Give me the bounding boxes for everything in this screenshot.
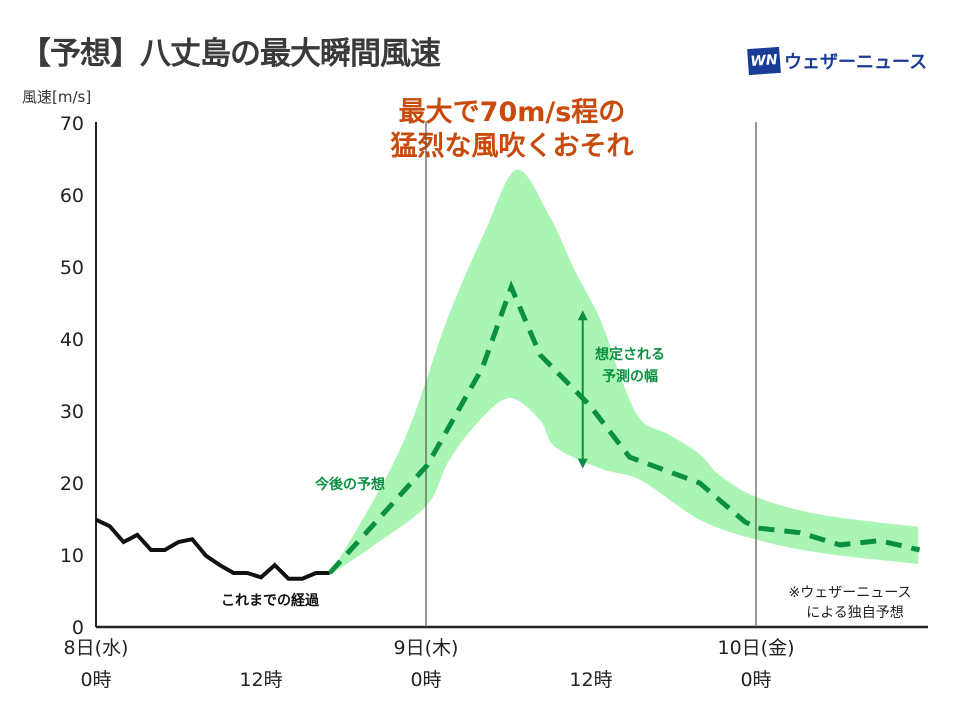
- brand-logo: WN ウェザーニュース: [747, 46, 928, 76]
- note-line-1: ※ウェザーニュース: [788, 585, 911, 601]
- range-label-1: 想定される: [594, 346, 665, 363]
- y-tick-label: 50: [60, 257, 84, 279]
- observed-line: [95, 517, 330, 581]
- brand-name: ウェザーニュース: [784, 52, 928, 73]
- x-tick-day-label: 8日(水): [64, 637, 129, 659]
- y-tick-label: 10: [60, 545, 84, 567]
- x-tick-day-label: 10日(金): [717, 637, 794, 659]
- headline-line-2: 猛烈な風吹くおそれ: [390, 131, 634, 162]
- arrow-down-icon: [577, 458, 588, 469]
- headline-line-1: 最大で70m/s程の: [398, 97, 626, 128]
- x-tick-time-label: 0時: [80, 669, 111, 691]
- x-tick-time-label: 0時: [740, 669, 771, 691]
- y-tick-label: 30: [60, 401, 84, 423]
- forecast-range-band: [329, 169, 919, 576]
- y-axis-label: 風速[m/s]: [22, 88, 92, 106]
- x-tick-day-label: 9日(木): [394, 637, 459, 659]
- range-label-2: 予測の幅: [602, 368, 658, 385]
- chart-title: 【予想】八丈島の最大瞬間風速: [20, 36, 441, 72]
- observed-label: これまでの経過: [221, 592, 320, 609]
- y-tick-label: 20: [60, 473, 84, 495]
- x-tick-time-label: 0時: [410, 669, 441, 691]
- note-line-2: による独自予想: [806, 605, 904, 621]
- forecast-label: 今後の予想: [314, 476, 385, 493]
- arrow-up-icon: [577, 310, 588, 321]
- y-tick-label: 60: [60, 185, 84, 207]
- y-tick-label: 40: [60, 329, 84, 351]
- y-tick-label: 0: [72, 617, 84, 639]
- y-tick-label: 70: [60, 113, 84, 135]
- x-tick-time-label: 12時: [569, 669, 612, 691]
- x-tick-time-label: 12時: [239, 669, 282, 691]
- forecast-line: [327, 280, 921, 575]
